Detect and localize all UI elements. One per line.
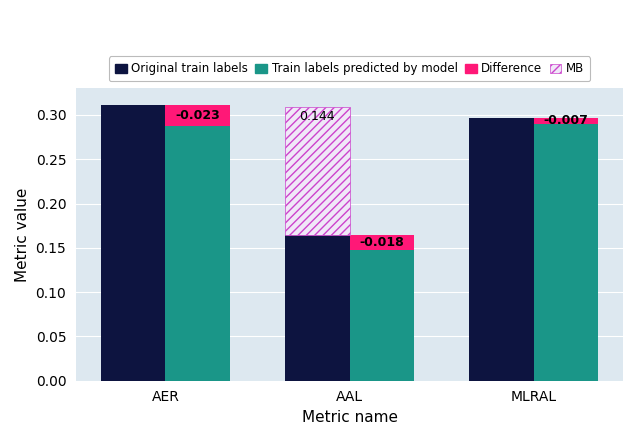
Bar (350, 235, 414, 250)
Text: -0.023: -0.023 (175, 109, 220, 122)
X-axis label: Metric name: Metric name (302, 410, 397, 425)
Bar (469, 117, 533, 381)
Text: -0.018: -0.018 (359, 236, 404, 249)
Text: -0.007: -0.007 (544, 114, 588, 127)
Bar (285, 235, 350, 381)
Bar (533, 117, 598, 124)
Bar (533, 124, 598, 381)
Bar (165, 125, 230, 381)
Bar (285, 107, 350, 235)
Bar (101, 105, 165, 381)
Bar (350, 250, 414, 381)
Text: 0.144: 0.144 (299, 110, 335, 123)
Y-axis label: Metric value: Metric value (15, 187, 30, 282)
Legend: Original train labels, Train labels predicted by model, Difference, MB: Original train labels, Train labels pred… (109, 56, 590, 81)
Bar (165, 105, 230, 125)
